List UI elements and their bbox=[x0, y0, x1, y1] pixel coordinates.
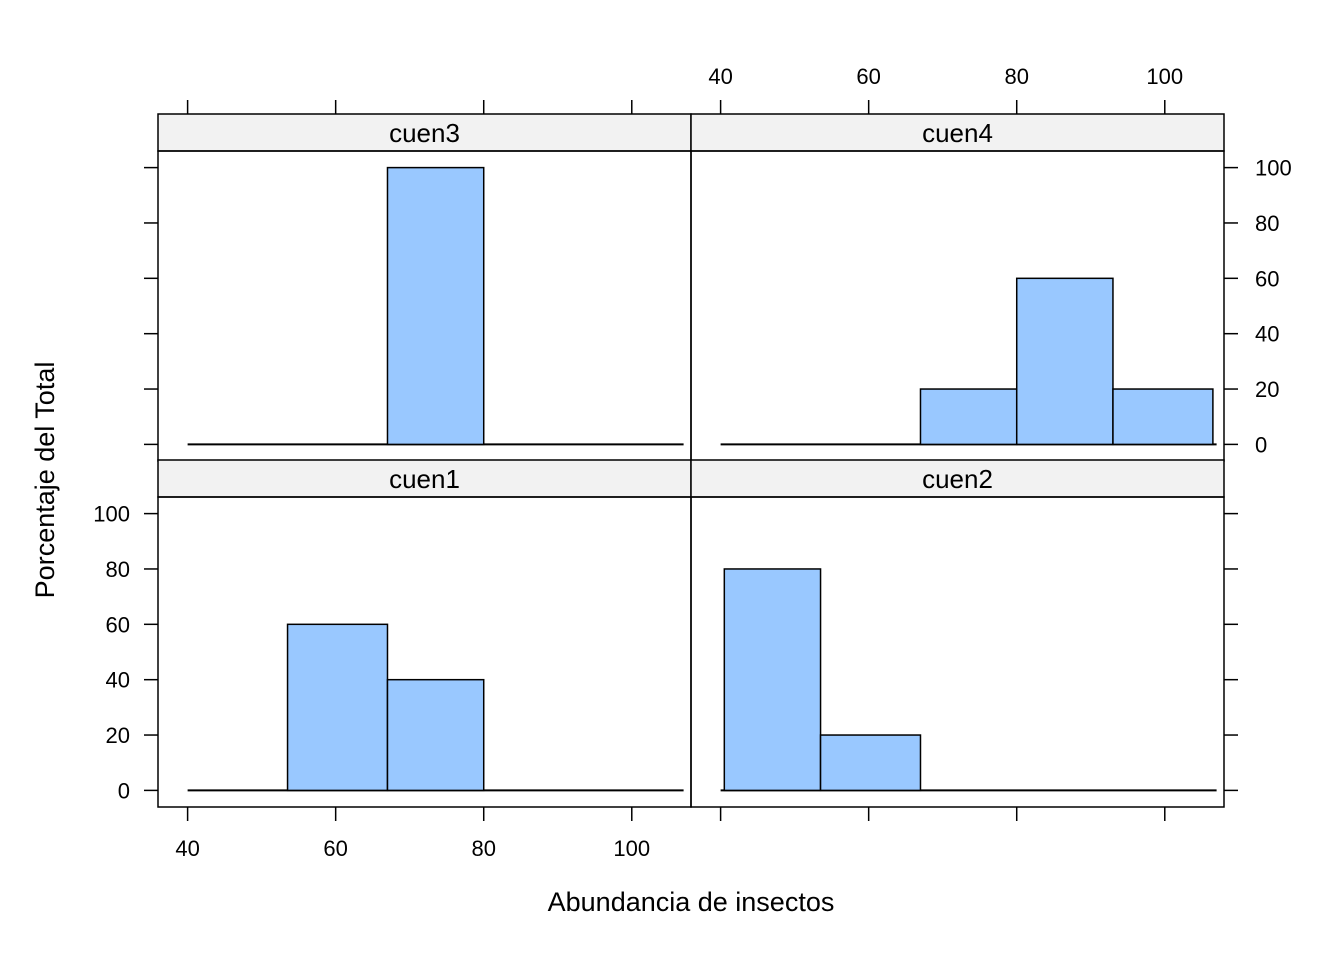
y-tick-label-left-40: 40 bbox=[106, 668, 130, 693]
y-tick-label-left-0: 0 bbox=[118, 778, 130, 803]
panel-cuen2: cuen2 bbox=[690, 459, 1225, 808]
bar-cuen4-0 bbox=[919, 388, 1018, 446]
panel-cuen3: cuen3 bbox=[157, 113, 692, 462]
y-tick-label-right-40: 40 bbox=[1255, 322, 1279, 347]
x-tick-label-top-60: 60 bbox=[856, 64, 880, 89]
y-tick-label-right-80: 80 bbox=[1255, 211, 1279, 236]
bar-cuen4-1 bbox=[1015, 277, 1114, 446]
y-axis-title: Porcentaje del Total bbox=[30, 362, 60, 599]
strip-cuen3 bbox=[157, 113, 692, 152]
x-tick-label-top-80: 80 bbox=[1004, 64, 1028, 89]
strip-label-cuen4: cuen4 bbox=[922, 118, 993, 148]
bar-cuen1-1 bbox=[386, 678, 485, 792]
x-tick-label-bottom-40: 40 bbox=[175, 836, 199, 861]
strip-cuen2 bbox=[690, 459, 1225, 498]
y-tick-label-right-0: 0 bbox=[1255, 432, 1267, 457]
x-axis-title: Abundancia de insectos bbox=[548, 887, 835, 917]
y-tick-label-left-80: 80 bbox=[106, 557, 130, 582]
x-tick-label-bottom-100: 100 bbox=[613, 836, 650, 861]
bar-cuen4-2 bbox=[1112, 388, 1214, 446]
strip-label-cuen3: cuen3 bbox=[389, 118, 460, 148]
y-tick-label-right-60: 60 bbox=[1255, 266, 1279, 291]
bar-cuen1-0 bbox=[286, 623, 389, 792]
strip-label-cuen2: cuen2 bbox=[922, 464, 993, 494]
y-tick-label-right-20: 20 bbox=[1255, 377, 1279, 402]
y-tick-label-left-60: 60 bbox=[106, 612, 130, 637]
axes-layer: 40 40 60 60 80 80 100 100 0 0 20 20 40 40 60 60 80 80 100 1… bbox=[93, 64, 1291, 861]
y-tick-label-left-100: 100 bbox=[93, 502, 130, 527]
panels-layer: cuen3 cuen4 cuen1 cuen2 bbox=[157, 113, 1225, 808]
bar-cuen2-1 bbox=[819, 734, 922, 792]
panel-frame-cuen2 bbox=[690, 496, 1225, 808]
strip-label-cuen1: cuen1 bbox=[389, 464, 460, 494]
x-tick-label-top-40: 40 bbox=[708, 64, 732, 89]
y-tick-label-right-100: 100 bbox=[1255, 156, 1292, 181]
x-tick-label-top-100: 100 bbox=[1146, 64, 1183, 89]
bar-cuen3-0 bbox=[386, 166, 485, 446]
x-tick-label-bottom-80: 80 bbox=[471, 836, 495, 861]
bar-cuen2-0 bbox=[723, 568, 822, 792]
panel-cuen1: cuen1 bbox=[157, 459, 692, 808]
y-tick-label-left-20: 20 bbox=[106, 723, 130, 748]
strip-cuen4 bbox=[690, 113, 1225, 152]
panel-cuen4: cuen4 bbox=[690, 113, 1225, 462]
x-tick-label-bottom-60: 60 bbox=[323, 836, 347, 861]
